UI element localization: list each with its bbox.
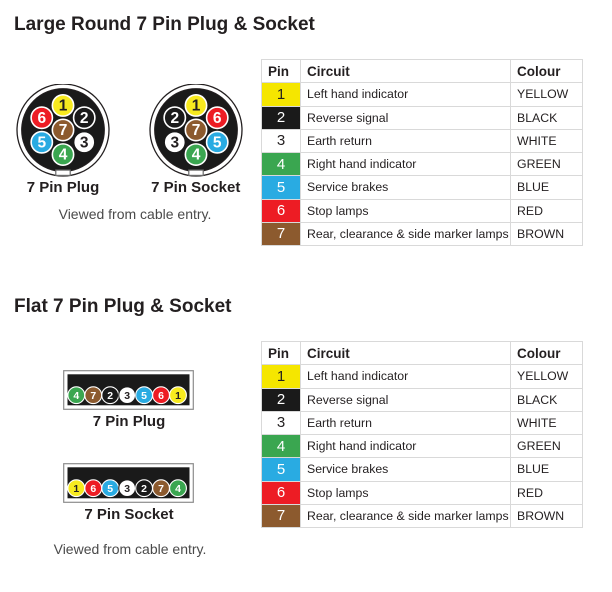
svg-text:7: 7 [90, 390, 96, 402]
svg-text:7: 7 [59, 122, 68, 139]
svg-text:5: 5 [141, 390, 147, 402]
svg-text:2: 2 [170, 110, 179, 127]
svg-text:5: 5 [213, 134, 222, 151]
svg-text:6: 6 [38, 110, 47, 127]
svg-text:1: 1 [191, 97, 200, 114]
svg-text:2: 2 [141, 483, 147, 495]
svg-text:2: 2 [80, 110, 89, 127]
svg-text:4: 4 [59, 146, 68, 163]
svg-text:3: 3 [124, 483, 130, 495]
svg-text:5: 5 [107, 483, 113, 495]
svg-text:3: 3 [170, 134, 179, 151]
svg-text:3: 3 [124, 390, 130, 402]
svg-text:1: 1 [73, 483, 79, 495]
svg-text:1: 1 [59, 97, 68, 114]
svg-text:7: 7 [158, 483, 164, 495]
svg-text:5: 5 [38, 134, 47, 151]
svg-text:4: 4 [191, 146, 200, 163]
svg-text:4: 4 [73, 390, 79, 402]
svg-text:4: 4 [175, 483, 181, 495]
svg-text:1: 1 [175, 390, 181, 402]
svg-text:6: 6 [158, 390, 164, 402]
svg-text:2: 2 [107, 390, 113, 402]
svg-text:6: 6 [213, 110, 222, 127]
svg-text:6: 6 [90, 483, 96, 495]
svg-text:7: 7 [191, 122, 200, 139]
svg-text:3: 3 [80, 134, 89, 151]
